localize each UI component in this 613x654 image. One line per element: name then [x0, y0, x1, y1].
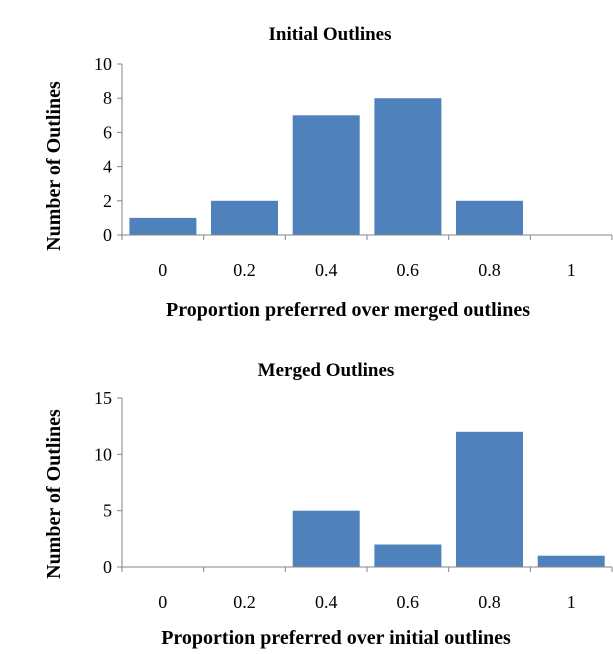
bar-0.6	[374, 544, 442, 567]
bar-0.4	[292, 510, 360, 567]
x-tick-label: 0.2	[233, 260, 256, 280]
x-tick-label: 0.8	[478, 592, 501, 612]
y-axis-label: Number of Outlines	[43, 81, 65, 251]
y-axis-label: Number of Outlines	[43, 409, 65, 579]
y-tick-label: 0	[103, 557, 112, 577]
x-tick-label: 0.4	[315, 260, 338, 280]
x-axis-label: Proportion preferred over initial outlin…	[161, 627, 511, 649]
y-tick-label: 6	[103, 122, 112, 142]
x-tick-label: 0.4	[315, 592, 338, 612]
bar-0	[129, 217, 197, 235]
x-tick-label: 0	[158, 592, 167, 612]
chart-title: Initial Outlines	[269, 24, 392, 45]
y-tick-label: 5	[103, 501, 112, 521]
x-tick-label: 0.8	[478, 260, 501, 280]
bar-0.8	[456, 431, 523, 567]
bar-0.4	[292, 115, 360, 235]
y-tick-label: 0	[103, 225, 112, 245]
x-axis-label: Proportion preferred over merged outline…	[166, 299, 530, 321]
y-tick-label: 4	[103, 157, 112, 177]
bar-1	[537, 555, 605, 567]
x-tick-label: 0	[158, 260, 167, 280]
x-tick-label: 0.2	[233, 592, 256, 612]
y-tick-label: 2	[103, 191, 112, 211]
x-tick-label: 1	[567, 260, 576, 280]
y-tick-label: 15	[94, 388, 112, 408]
chart-merged-outlines: 0 0.2 0.4 0.6 0.8 1 0 5 10 15 Merged Outlines Pro…	[0, 327, 613, 654]
bar-group	[292, 431, 605, 567]
bar-0.8	[456, 200, 523, 235]
bar-0.6	[374, 98, 442, 235]
chart-initial-outlines: 0 0.2 0.4 0.6 0.8 1 0 2 4 6 8 10 Initial Outlines P…	[43, 24, 613, 321]
y-tick-label: 10	[94, 54, 112, 74]
y-tick-label: 10	[94, 444, 112, 464]
bar-group	[129, 98, 523, 235]
x-tick-label: 1	[567, 592, 576, 612]
chart-title: Merged Outlines	[258, 360, 395, 381]
x-tick-label: 0.6	[397, 260, 420, 280]
bar-0.2	[211, 200, 278, 235]
x-tick-label: 0.6	[397, 592, 420, 612]
y-tick-label: 8	[103, 88, 112, 108]
